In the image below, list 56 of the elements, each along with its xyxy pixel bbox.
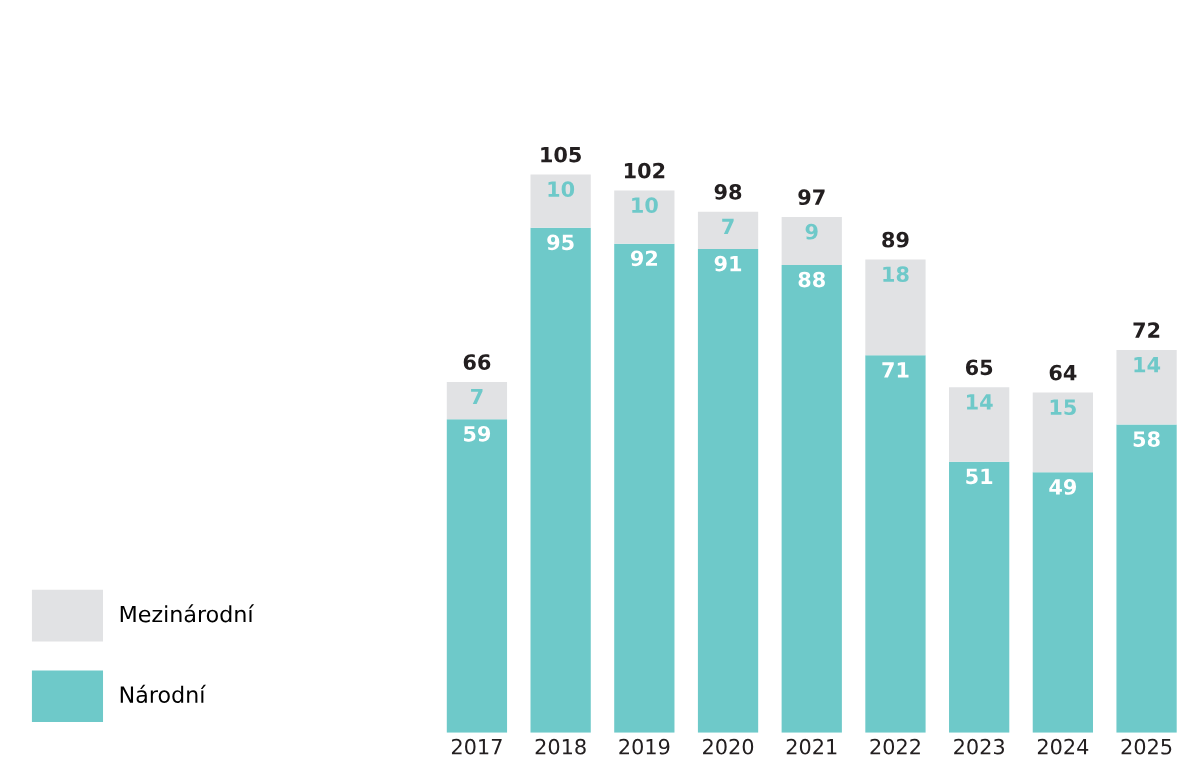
bar: [697, 211, 759, 249]
bar: [530, 227, 591, 733]
bar: [530, 174, 591, 228]
data-label: 10: [548, 181, 575, 198]
data-label: 15: [1050, 399, 1076, 416]
total-label: 102: [624, 162, 665, 179]
x-tick-label: 2023: [954, 738, 1004, 755]
bar: [697, 248, 759, 733]
total-label: 72: [1133, 322, 1160, 338]
data-label: 7: [471, 388, 483, 405]
total-label: 64: [1049, 364, 1077, 381]
bar: [781, 264, 842, 733]
bar: [1032, 392, 1093, 473]
bar: [614, 243, 675, 733]
total-label: 66: [463, 354, 491, 370]
data-label: 51: [966, 468, 993, 485]
x-tick-label: 2022: [870, 738, 920, 755]
bar: [1116, 350, 1177, 425]
bar: [949, 387, 1010, 462]
bar: [1032, 472, 1093, 733]
x-tick-label: 2019: [619, 738, 670, 755]
data-label: 71: [882, 362, 909, 378]
data-label: 59: [464, 425, 491, 442]
data-label: 7: [722, 218, 734, 234]
bar: [446, 381, 508, 420]
bar: [614, 190, 675, 244]
data-label: 88: [798, 271, 825, 288]
bar: [865, 259, 926, 356]
data-label: 9: [805, 223, 818, 240]
data-label: 14: [967, 394, 993, 410]
legend-label: Národní: [120, 684, 206, 703]
data-label: 58: [1133, 431, 1160, 447]
x-tick-label: 2020: [703, 738, 754, 755]
x-tick-label: 2025: [1121, 738, 1172, 755]
data-label: 14: [1134, 357, 1161, 373]
bar: [865, 355, 926, 733]
data-label: 91: [714, 255, 742, 272]
data-label: 10: [632, 197, 658, 213]
legend-label: Mezinárodní: [120, 604, 255, 623]
data-label: 49: [1049, 479, 1077, 495]
total-label: 105: [541, 146, 581, 163]
total-label: 89: [882, 231, 909, 248]
total-label: 98: [714, 183, 742, 200]
total-label: 65: [965, 359, 993, 376]
data-label: 18: [883, 266, 909, 283]
x-tick-label: 2021: [786, 738, 837, 755]
x-tick-label: 2024: [1037, 738, 1089, 755]
bar: [446, 419, 508, 733]
bar: [781, 217, 842, 265]
x-tick-label: 2017: [451, 738, 502, 755]
data-label: 92: [630, 250, 658, 267]
bar: [949, 461, 1010, 733]
x-tick-label: 2018: [535, 738, 586, 755]
data-label: 95: [547, 234, 574, 251]
total-label: 97: [798, 189, 825, 206]
bar: [1116, 424, 1177, 733]
